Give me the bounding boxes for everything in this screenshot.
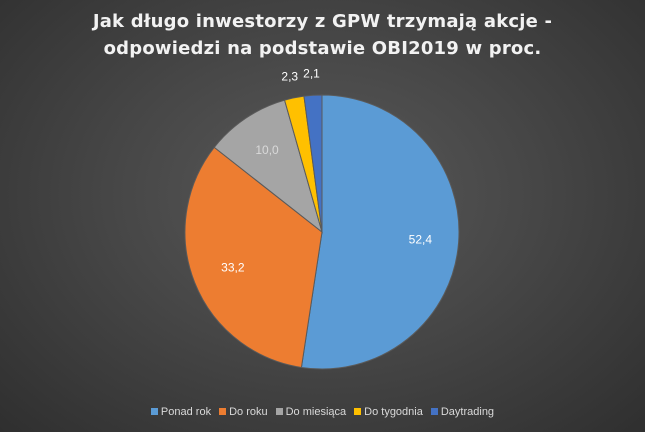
legend-item-daytrading: Daytrading	[430, 406, 495, 418]
chart-title-line-1: Jak długo inwestorzy z GPW trzymają akcj…	[92, 11, 553, 32]
legend-item-do-miesiaca: Do miesiąca	[275, 406, 347, 418]
data-label-daytrading: 2,1	[303, 66, 320, 80]
pie-slice-daytrading	[303, 94, 323, 233]
data-label-do-tygodnia: 2,3	[281, 69, 298, 83]
chart-legend: Ponad rok Do roku Do miesiąca Do tygodnia Da…	[0, 406, 645, 418]
pie-slice-ponad-rok	[300, 94, 460, 370]
pie-slice-do-roku	[184, 146, 323, 369]
legend-label-do-tygodnia: Do tygodnia	[364, 406, 423, 418]
legend-swatch-do-miesiaca	[275, 408, 283, 415]
pie-slice-do-miesiaca	[213, 99, 323, 234]
legend-label-ponad-rok: Ponad rok	[160, 406, 212, 418]
legend-swatch-ponad-rok	[150, 408, 158, 415]
chart-title: Jak długo inwestorzy z GPW trzymają akcj…	[0, 8, 645, 62]
legend-swatch-do-tygodnia	[354, 408, 362, 415]
data-label-do-miesiaca: 10,0	[255, 143, 279, 157]
legend-label-do-roku: Do roku	[229, 406, 268, 418]
chart-title-line-2: odpowiedzi na podstawie OBI2019 w proc.	[103, 38, 542, 59]
data-label-ponad-rok: 52,4	[409, 232, 433, 246]
legend-swatch-daytrading	[430, 408, 438, 415]
legend-item-do-tygodnia: Do tygodnia	[354, 406, 423, 418]
legend-swatch-do-roku	[219, 408, 227, 415]
legend-item-ponad-rok: Ponad rok	[150, 406, 212, 418]
legend-item-do-roku: Do roku	[219, 406, 268, 418]
legend-label-do-miesiaca: Do miesiąca	[285, 406, 347, 418]
legend-label-daytrading: Daytrading	[440, 406, 495, 418]
data-label-do-roku: 33,2	[221, 260, 245, 274]
